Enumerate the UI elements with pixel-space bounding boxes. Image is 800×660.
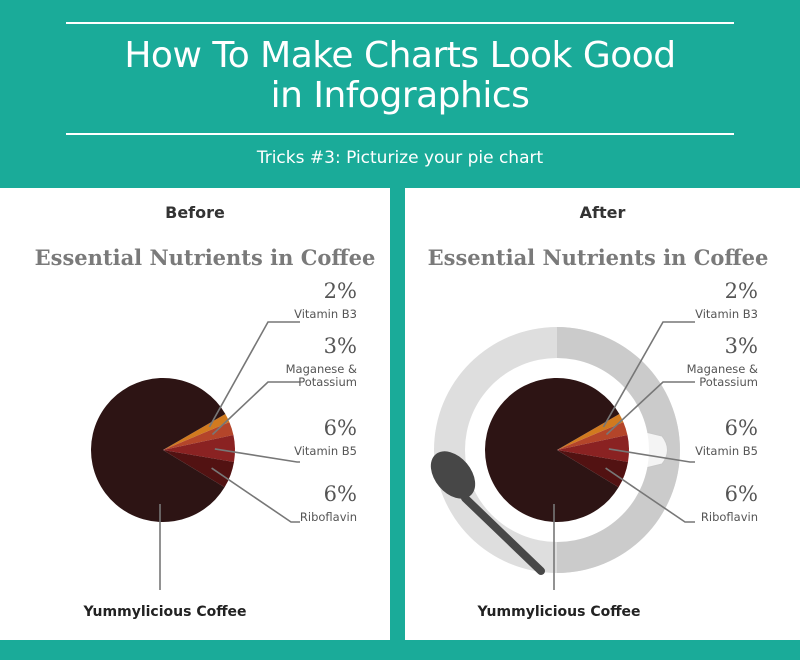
header: How To Make Charts Look Good in Infograp…	[0, 0, 800, 188]
after-label: After	[579, 203, 626, 222]
slice-label-1: Maganese &	[687, 362, 758, 376]
spoon-bowl	[430, 451, 476, 499]
leader-line-0	[602, 321, 695, 428]
slice-label-3: Riboflavin	[701, 510, 758, 524]
before-chart: Essential Nutrients in Coffee 2% Vitamin B…	[35, 245, 376, 620]
slice-label-0: Vitamin B3	[695, 307, 758, 321]
top-divider	[66, 22, 734, 24]
leader-line-1	[605, 381, 695, 436]
after-panel: Essential Nutrients in Coffee 2% Vitamin B…	[405, 188, 800, 640]
slice-riboflavin	[557, 450, 628, 488]
slice-vitamin-b3	[557, 414, 624, 450]
leader-line-0	[208, 321, 300, 428]
pct-label-3: 6%	[324, 482, 357, 506]
pct-label-1: 3%	[725, 334, 758, 358]
coffee-label: Yummylicious Coffee	[476, 604, 640, 620]
slice-maganese-potassium	[163, 422, 234, 450]
slice-label-1-b: Potassium	[699, 375, 758, 389]
title-line-2: in Infographics	[270, 75, 530, 116]
before-panel: Essential Nutrients in Coffee 2% Vitamin B…	[0, 188, 390, 640]
page-title: How To Make Charts Look Good in Infograp…	[0, 36, 800, 116]
before-label: Before	[165, 203, 225, 222]
pct-label-2: 6%	[725, 416, 758, 440]
chart-title: Essential Nutrients in Coffee	[428, 245, 769, 270]
slice-label-0: Vitamin B3	[294, 307, 357, 321]
leader-line-3	[605, 467, 695, 523]
slice-label-2: Vitamin B5	[695, 444, 758, 458]
chart-title: Essential Nutrients in Coffee	[35, 245, 376, 270]
spoon-handle	[461, 494, 545, 575]
pct-label-2: 6%	[324, 416, 357, 440]
leader-line-2	[214, 448, 300, 463]
title-line-1: How To Make Charts Look Good	[124, 35, 676, 76]
slice-coffee	[485, 378, 620, 522]
slice-maganese-potassium	[557, 422, 628, 450]
bottom-divider	[66, 133, 734, 135]
pct-label-3: 6%	[725, 482, 758, 506]
leader-line-3	[211, 467, 300, 523]
slice-riboflavin	[163, 450, 234, 488]
pct-label-0: 2%	[725, 279, 758, 303]
slice-vitamin-b5	[557, 435, 629, 463]
slice-label-1: Maganese &	[286, 362, 357, 376]
after-chart: Essential Nutrients in Coffee 2% Vitamin B…	[428, 245, 769, 620]
leader-line-2	[608, 448, 695, 463]
page-subtitle: Tricks #3: Picturize your pie chart	[256, 148, 544, 168]
slice-label-2: Vitamin B5	[294, 444, 357, 458]
coffee-label: Yummylicious Coffee	[82, 604, 246, 620]
slice-label-3: Riboflavin	[300, 510, 357, 524]
pct-label-0: 2%	[324, 279, 357, 303]
leader-line-1	[211, 381, 300, 436]
slice-label-1-b: Potassium	[298, 375, 357, 389]
slice-vitamin-b3	[163, 414, 230, 450]
slice-coffee	[91, 378, 226, 522]
pct-label-1: 3%	[324, 334, 357, 358]
slice-vitamin-b5	[163, 435, 235, 463]
